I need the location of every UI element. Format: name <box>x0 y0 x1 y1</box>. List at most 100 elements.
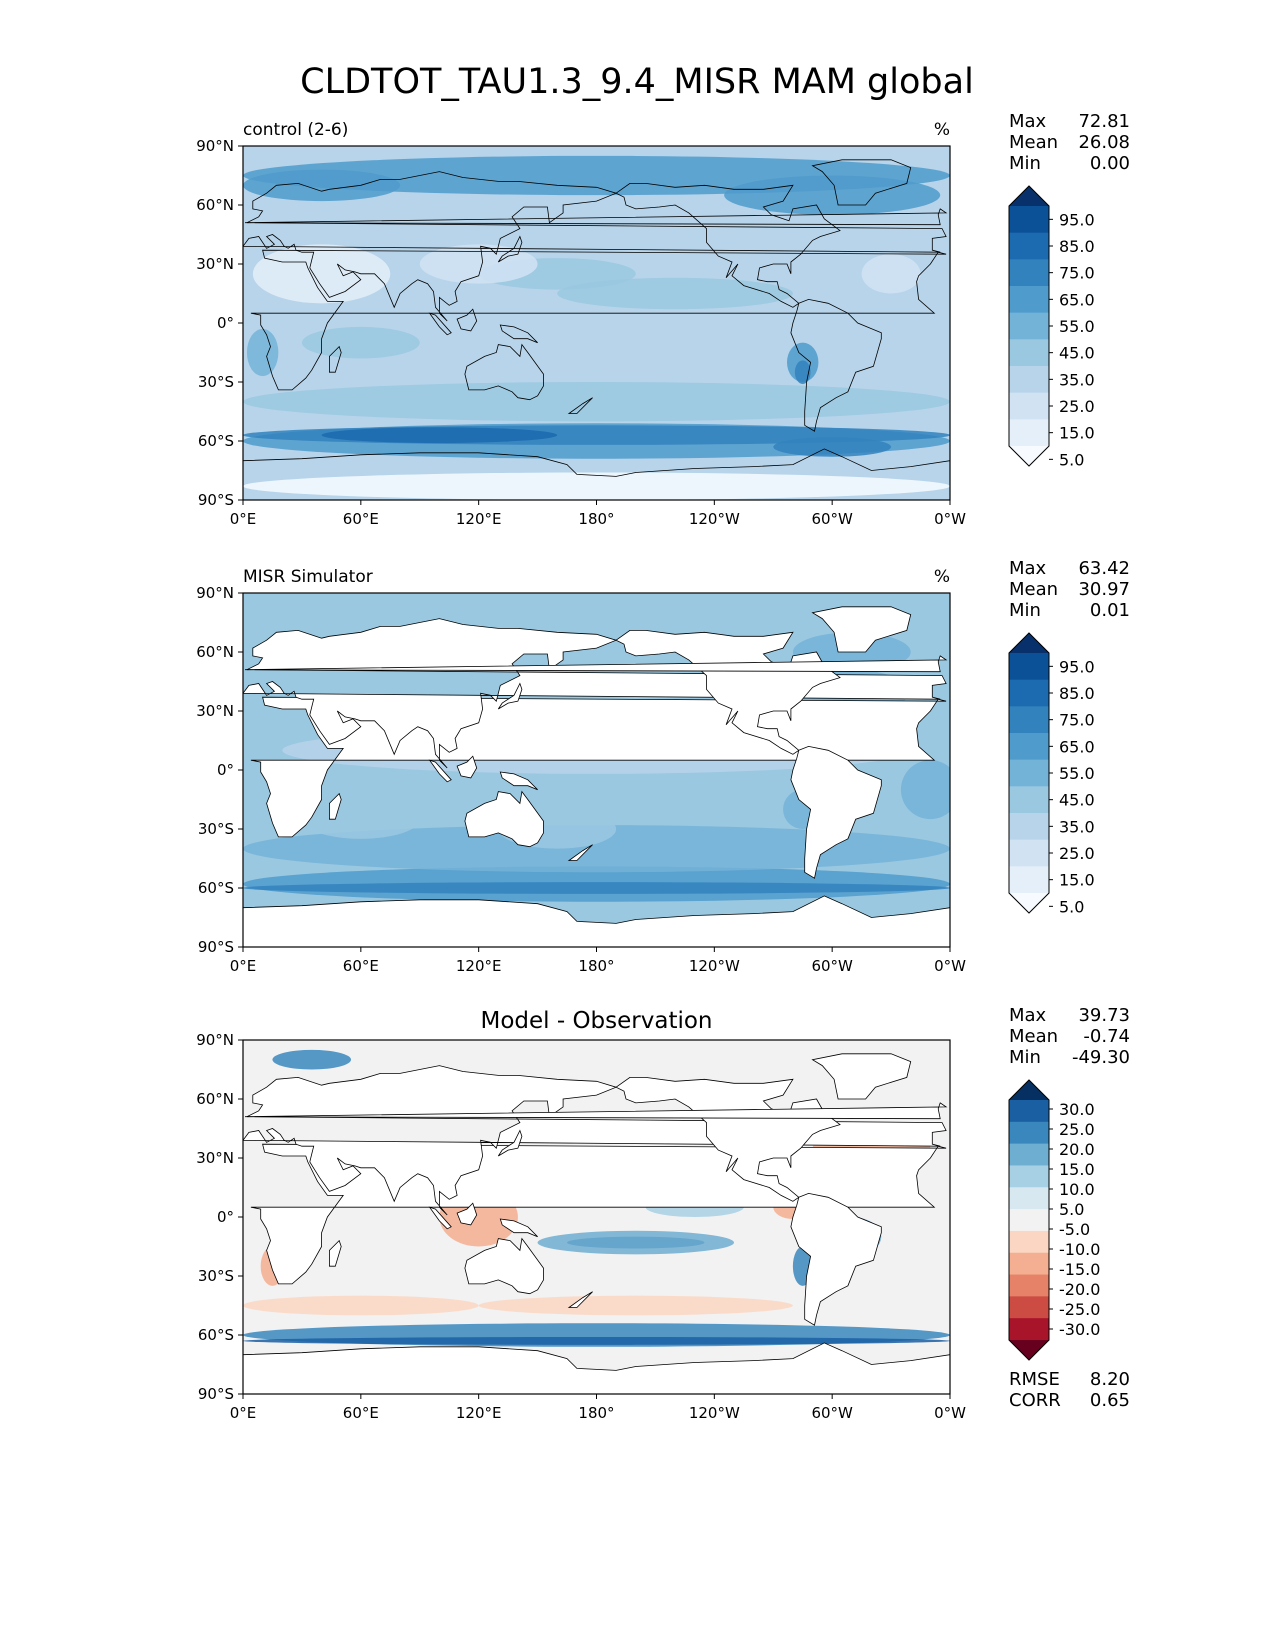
x-tick-label: 180° <box>578 957 614 975</box>
y-tick-label: 30°S <box>198 1267 234 1285</box>
coastline-eurasia <box>243 618 947 769</box>
stat-value-mean: 30.97 <box>1078 579 1130 600</box>
colorbar: 95.0 85.0 75.0 65.0 55.0 45.0 35.0 25.0 15.0 5.0 <box>1008 632 1095 916</box>
coastline-africa <box>250 249 947 391</box>
y-tick-label: 30°S <box>198 373 234 391</box>
coastline-japan <box>497 235 523 263</box>
y-tick-label: 60°N <box>196 643 234 661</box>
colorbar-extend-min <box>1009 1340 1049 1360</box>
coastline-japan <box>497 682 523 710</box>
field-region <box>537 1230 734 1255</box>
x-tick-label: 120°E <box>456 510 502 528</box>
y-tick-label: 60°S <box>198 1326 234 1344</box>
coastline-borneo <box>456 308 478 332</box>
stat-value-max: 39.73 <box>1078 1005 1130 1026</box>
y-tick-label: 30°N <box>196 1149 234 1167</box>
y-tick-label: 0° <box>217 1208 234 1226</box>
colorbar-label: 65.0 <box>1059 290 1095 309</box>
colorbar-label: -10.0 <box>1059 1240 1100 1259</box>
colorbar-label: 45.0 <box>1059 791 1095 810</box>
field-region <box>243 882 950 894</box>
coastline-madagascar <box>329 792 342 820</box>
colorbar-label: 85.0 <box>1059 684 1095 703</box>
colorbar-label: -30.0 <box>1059 1320 1100 1339</box>
colorbar-outline <box>1008 185 1050 467</box>
y-tick-label: 30°N <box>196 702 234 720</box>
colorbar-label: 25.0 <box>1059 397 1095 416</box>
field-region <box>900 760 950 820</box>
x-tick-label: 0°E <box>230 957 257 975</box>
colorbar-label: 55.0 <box>1059 764 1095 783</box>
colorbar-label: 35.0 <box>1059 370 1095 389</box>
coastline-eurasia <box>243 171 947 322</box>
coastline-new-zealand <box>567 844 593 861</box>
colorbar-label: 15.0 <box>1059 1160 1095 1179</box>
x-tick-label: 0°W <box>934 510 966 528</box>
colorbar-extend-min <box>1009 446 1049 466</box>
stat-value-max: 63.42 <box>1078 558 1130 579</box>
stat-label-min: Min <box>1009 600 1041 621</box>
field-region <box>243 169 401 202</box>
coastline-antarctica <box>243 895 950 947</box>
y-tick-label: 30°N <box>196 255 234 273</box>
field-region <box>243 1295 479 1316</box>
colorbar-label: -20.0 <box>1059 1280 1100 1299</box>
colorbar-bin <box>1009 339 1049 367</box>
coastline-japan <box>497 1129 523 1157</box>
y-tick-label: 60°S <box>198 879 234 897</box>
colorbar-label: 15.0 <box>1059 871 1095 890</box>
colorbar-bin <box>1009 839 1049 867</box>
colorbar-outline <box>1008 1079 1050 1361</box>
colorbar-bin <box>1009 679 1049 707</box>
coastline-madagascar <box>329 1239 342 1267</box>
colorbar-bin <box>1009 259 1049 287</box>
field-region <box>557 277 793 310</box>
field-region <box>301 799 420 839</box>
coastline-antarctica <box>243 448 950 500</box>
colorbar-label: 45.0 <box>1059 344 1095 363</box>
colorbar-extend-max <box>1009 1080 1049 1100</box>
x-tick-label: 120°E <box>456 1404 502 1422</box>
colorbar-bin <box>1009 1230 1049 1254</box>
colorbar: 95.0 85.0 75.0 65.0 55.0 45.0 35.0 25.0 15.0 5.0 <box>1008 185 1095 469</box>
stat-label-mean: Mean <box>1009 132 1058 153</box>
x-tick-label: 60°E <box>343 1404 379 1422</box>
x-tick-label: 0°W <box>934 1404 966 1422</box>
y-tick-label: 60°N <box>196 196 234 214</box>
colorbar-bin <box>1009 733 1049 761</box>
coastline-sumatra <box>428 312 452 336</box>
map-area <box>243 146 950 500</box>
stat-value-mean: 26.08 <box>1078 132 1130 153</box>
figure-title: CLDTOT_TAU1.3_9.4_MISR MAM global <box>300 62 974 102</box>
colorbar-label: 15.0 <box>1059 424 1095 443</box>
map-area <box>243 1040 950 1394</box>
colorbar-outline <box>1008 632 1050 914</box>
field-region <box>246 328 279 377</box>
colorbar: 30.025.020.015.010.05.0-5.0-10.0-15.0-20… <box>1008 1079 1100 1361</box>
coastline-north-america <box>615 183 841 308</box>
coastline-new-guinea <box>499 771 538 791</box>
coastline-australia <box>464 790 544 848</box>
x-tick-label: 60°E <box>343 510 379 528</box>
colorbar-bin <box>1009 312 1049 340</box>
y-tick-label: 90°S <box>198 938 234 956</box>
colorbar-label: -25.0 <box>1059 1300 1100 1319</box>
field-region <box>724 175 941 215</box>
stat-label-max: Max <box>1009 1005 1047 1026</box>
coastline-uk <box>244 1102 948 1120</box>
coastline-greenland <box>811 606 912 653</box>
coastline-antarctica <box>243 1342 950 1394</box>
field-region <box>794 360 811 384</box>
colorbar-label: 30.0 <box>1059 1100 1095 1119</box>
stat-value-min: 0.00 <box>1090 153 1130 174</box>
colorbar-bin <box>1009 1274 1049 1297</box>
colorbar-bin <box>1009 866 1049 894</box>
x-tick-label: 120°E <box>456 957 502 975</box>
coastline-new-zealand <box>567 397 593 414</box>
colorbar-label: 75.0 <box>1059 264 1095 283</box>
colorbar-bin <box>1009 232 1049 260</box>
colorbar-bin <box>1009 786 1049 814</box>
field-region <box>576 328 695 377</box>
coastline-uk <box>244 208 948 226</box>
